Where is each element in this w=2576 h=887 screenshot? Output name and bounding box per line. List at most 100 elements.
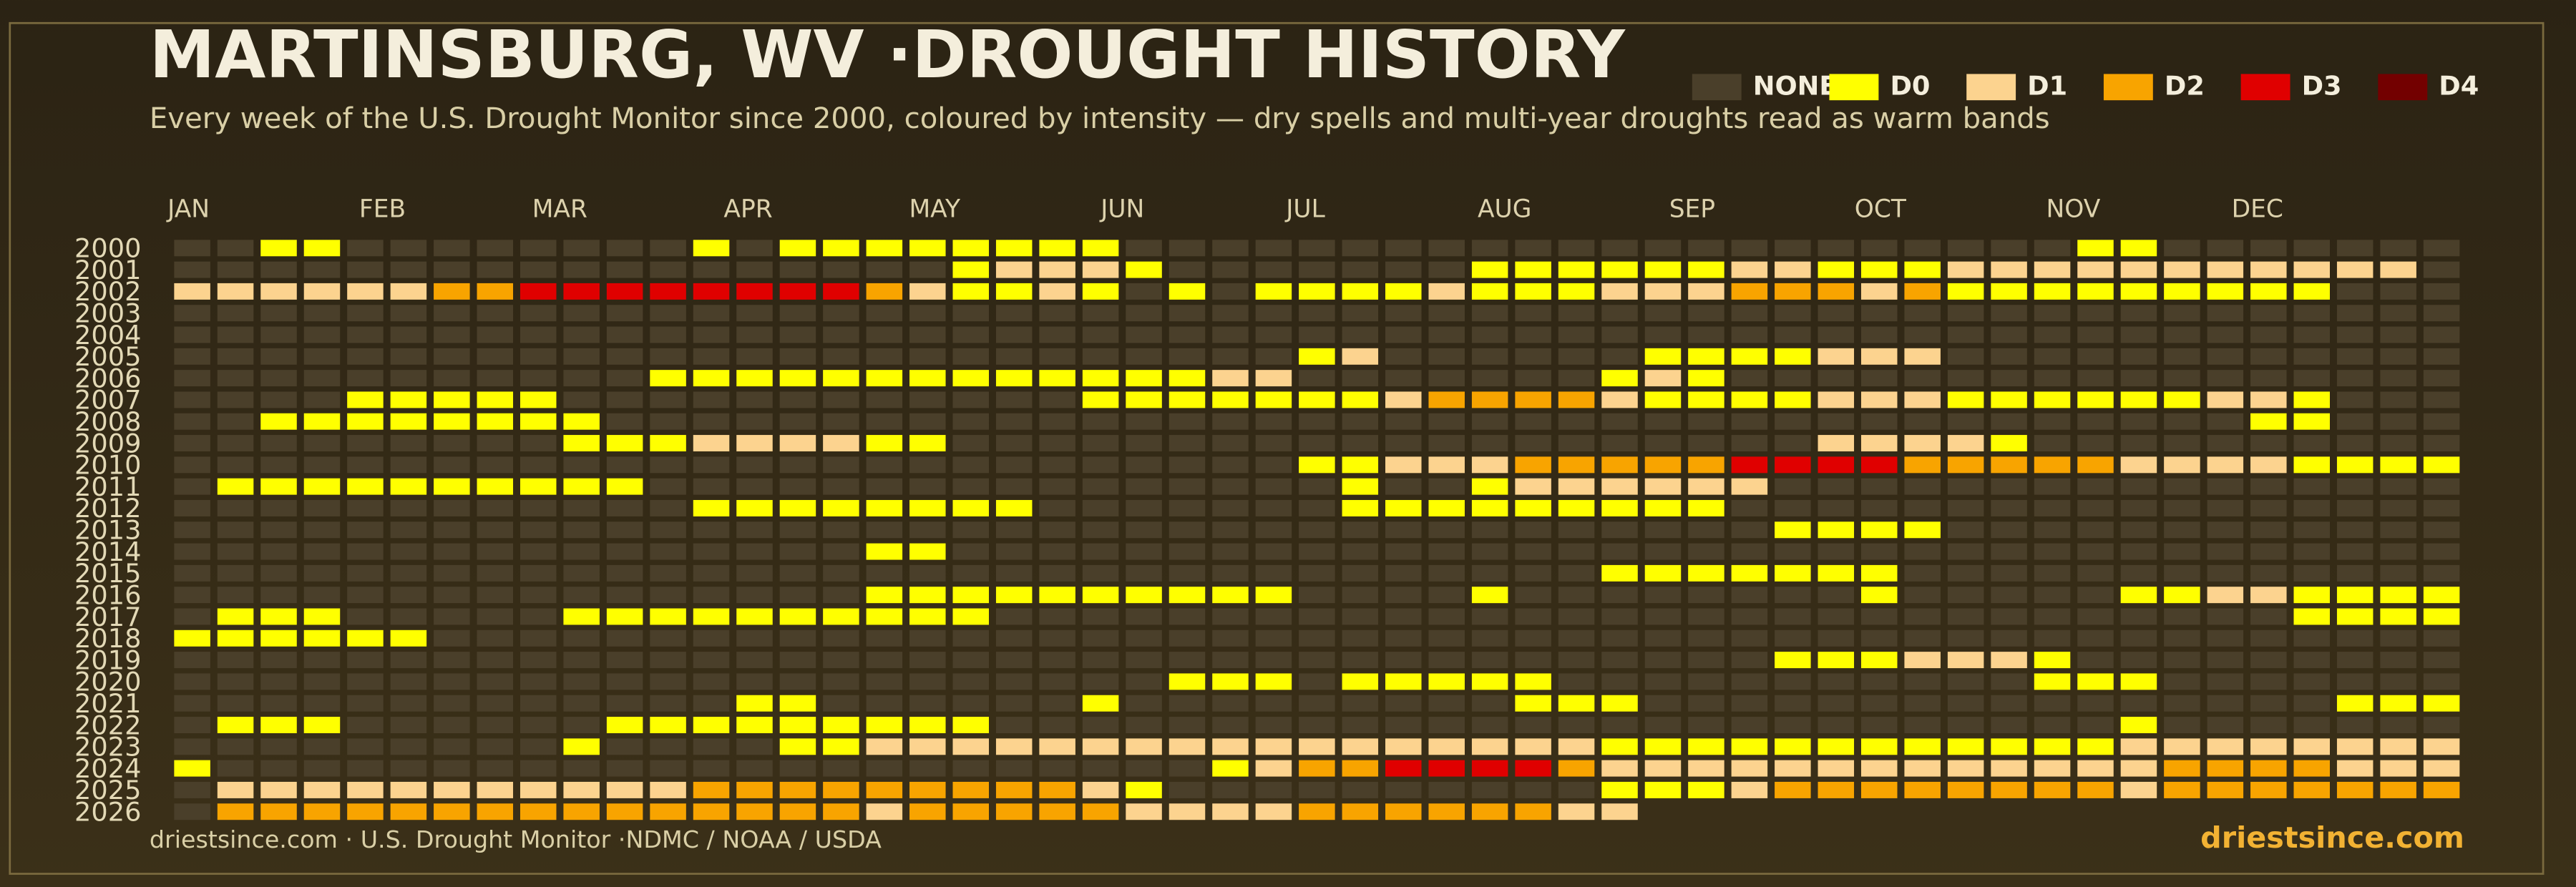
week-cell (693, 564, 730, 582)
week-cell (1818, 456, 1855, 474)
week-cell (2077, 760, 2114, 777)
week-cell (693, 717, 730, 733)
week-cell (909, 564, 946, 582)
week-cell (1039, 499, 1075, 516)
week-cell (1255, 781, 1292, 798)
week-cell (650, 695, 686, 712)
week-cell (1342, 543, 1379, 560)
week-cell (1212, 283, 1249, 300)
week-cell (1212, 564, 1249, 582)
week-cell (1342, 564, 1379, 582)
week-cell (1082, 413, 1119, 430)
week-cell (952, 261, 990, 278)
week-cell (1558, 240, 1595, 257)
week-cell (952, 629, 990, 647)
week-cell (1731, 738, 1768, 755)
week-cell (866, 521, 903, 539)
week-cell (434, 717, 470, 733)
week-cell (1818, 717, 1855, 733)
week-cell (1860, 673, 1898, 690)
week-cell (779, 283, 816, 300)
week-cell (2250, 738, 2287, 755)
week-cell (2207, 283, 2244, 300)
week-cell (2423, 652, 2460, 669)
week-cell (2250, 261, 2287, 278)
week-cell (260, 521, 297, 539)
week-cell (650, 738, 686, 755)
week-cell (1601, 478, 1638, 495)
week-cell (347, 629, 384, 647)
week-cell (1299, 673, 1335, 690)
week-cell (952, 478, 990, 495)
week-cell (1558, 608, 1595, 625)
week-cell (563, 456, 600, 474)
week-cell (1688, 673, 1724, 690)
week-cell (2207, 326, 2244, 343)
week-cell (1212, 413, 1249, 430)
year-label: 2003 (74, 298, 141, 329)
week-cell (2077, 413, 2114, 430)
week-cell (1904, 695, 1941, 712)
week-cell (2336, 326, 2373, 343)
week-cell (823, 326, 859, 343)
week-cell (1515, 413, 1551, 430)
week-cell (1688, 499, 1724, 516)
week-cell (347, 305, 384, 322)
week-cell (477, 738, 514, 755)
week-cell (1471, 240, 1508, 257)
week-cell (1644, 391, 1682, 408)
week-cell (2423, 717, 2460, 733)
week-cell (1515, 803, 1551, 820)
week-cell (1515, 738, 1551, 755)
week-cell (606, 370, 643, 387)
week-cell (174, 652, 210, 669)
week-cell (2250, 370, 2287, 387)
year-label: 2025 (74, 775, 141, 805)
week-cell (995, 781, 1033, 798)
week-cell (1601, 305, 1638, 322)
week-cell (1991, 760, 2027, 777)
week-cell (2034, 695, 2071, 712)
year-label: 2014 (74, 536, 141, 567)
week-cell (1299, 283, 1335, 300)
week-cell (390, 370, 427, 387)
week-cell (2380, 478, 2416, 495)
week-cell (1731, 326, 1768, 343)
week-cell (1644, 283, 1682, 300)
week-cell (1255, 391, 1292, 408)
week-cell (995, 435, 1033, 452)
week-cell (2380, 499, 2416, 516)
week-cell (1515, 435, 1551, 452)
week-cell (1082, 564, 1119, 582)
week-cell (1558, 587, 1595, 604)
week-cell (995, 261, 1033, 278)
week-cell (1818, 370, 1855, 387)
week-cell (1558, 413, 1595, 430)
week-cell (434, 652, 470, 669)
week-cell (1601, 391, 1638, 408)
week-cell (736, 564, 773, 582)
month-label: MAY (909, 195, 961, 223)
week-cell (260, 803, 297, 820)
week-cell (1126, 521, 1162, 539)
week-cell (2423, 564, 2460, 582)
week-cell (1039, 521, 1075, 539)
week-cell (2077, 326, 2114, 343)
week-cell (2293, 478, 2331, 495)
week-cell (217, 652, 254, 669)
week-cell (2164, 673, 2200, 690)
legend-label: D3 (2302, 70, 2342, 101)
week-cell (217, 391, 254, 408)
week-cell (650, 673, 686, 690)
week-cell (347, 673, 384, 690)
week-cell (563, 738, 600, 755)
week-cell (693, 629, 730, 647)
week-cell (952, 781, 990, 798)
legend-label: D1 (2027, 70, 2067, 101)
week-cell (2034, 608, 2071, 625)
legend-label: D4 (2439, 70, 2479, 101)
week-cell (779, 673, 816, 690)
week-cell (1471, 521, 1508, 539)
week-cell (2380, 587, 2416, 604)
week-cell (1947, 521, 1984, 539)
